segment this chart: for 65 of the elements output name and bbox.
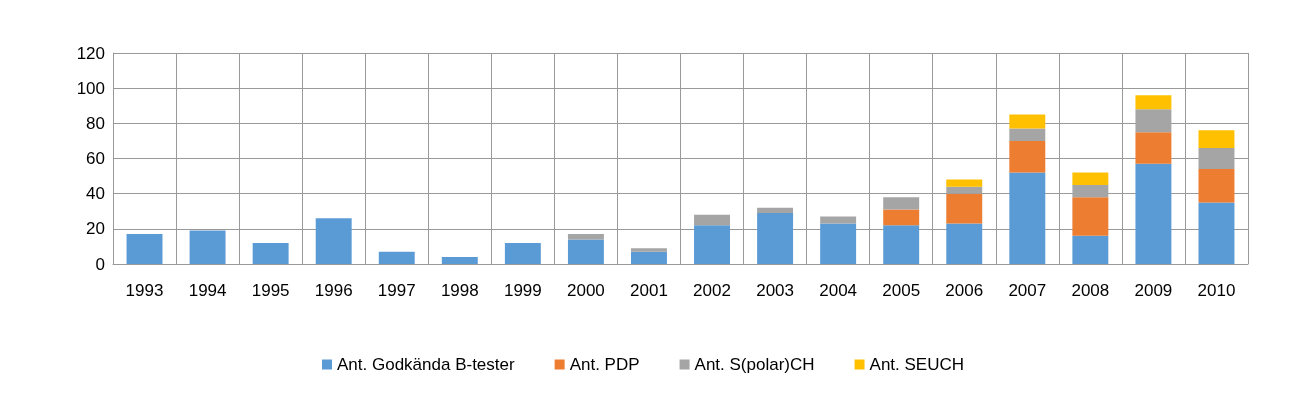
- legend-label: Ant. Godkända B-tester: [336, 355, 515, 374]
- bar: [883, 209, 920, 226]
- bar: [883, 197, 920, 210]
- x-tick-label: 1997: [377, 281, 416, 300]
- bar: [1009, 140, 1046, 173]
- bar: [820, 223, 857, 264]
- x-tick-label: 2004: [819, 281, 858, 300]
- x-tick-label: 1996: [314, 281, 353, 300]
- x-tick-label: 2003: [756, 281, 794, 300]
- bar: [1072, 235, 1109, 264]
- bar: [1009, 172, 1046, 264]
- bar: [1135, 132, 1172, 164]
- bar: [631, 248, 667, 252]
- y-tick-label: 100: [76, 78, 105, 98]
- x-tick-label: 1994: [188, 281, 227, 300]
- bar: [567, 239, 604, 264]
- x-tick-label: 2007: [1008, 281, 1047, 300]
- bar: [1135, 95, 1172, 110]
- bar: [1198, 202, 1235, 264]
- x-tick-label: 2002: [693, 281, 731, 300]
- bar: [1198, 130, 1235, 148]
- bar: [631, 251, 667, 264]
- x-tick-label: 2008: [1071, 281, 1110, 300]
- x-tick-label: 2000: [567, 281, 605, 300]
- y-tick-label: 120: [76, 43, 105, 63]
- bar: [378, 251, 415, 264]
- x-tick-label: 1993: [125, 281, 164, 300]
- x-tick-label: 2006: [945, 281, 984, 300]
- y-tick-label: 40: [86, 184, 105, 204]
- bar: [883, 225, 920, 264]
- y-tick-label: 0: [95, 254, 105, 274]
- legend-label: Ant. SEUCH: [869, 355, 965, 374]
- bar: [946, 179, 983, 187]
- y-tick-label: 20: [86, 219, 105, 239]
- x-tick-label: 1999: [503, 281, 542, 300]
- x-tick-label: 2005: [882, 281, 921, 300]
- bar: [820, 216, 857, 224]
- bar: [315, 218, 352, 264]
- bar: [1009, 114, 1046, 129]
- bar: [946, 193, 983, 224]
- x-tick-label: 2001: [630, 281, 668, 300]
- bar: [567, 234, 604, 240]
- bar: [1072, 197, 1109, 236]
- x-tick-label: 2009: [1134, 281, 1173, 300]
- bar: [252, 242, 289, 264]
- bar: [1135, 163, 1172, 264]
- legend-label: Ant. PDP: [569, 355, 640, 374]
- bar: [694, 225, 730, 264]
- x-tick-label: 1995: [251, 281, 290, 300]
- bar: [946, 223, 983, 264]
- bar: [757, 207, 794, 214]
- bar: [757, 213, 794, 264]
- legend-label: Ant. S(polar)CH: [694, 355, 815, 374]
- bar: [1198, 169, 1235, 203]
- y-tick-label: 80: [86, 113, 105, 133]
- x-tick-label: 2010: [1197, 281, 1236, 300]
- bar: [1072, 172, 1109, 185]
- bar: [441, 256, 478, 264]
- bar: [189, 230, 226, 264]
- bar: [694, 214, 730, 226]
- x-tick-label: 1998: [440, 281, 479, 300]
- bar: [504, 242, 541, 264]
- y-tick-label: 60: [86, 149, 105, 168]
- bar: [126, 234, 163, 264]
- bar: [1009, 128, 1046, 141]
